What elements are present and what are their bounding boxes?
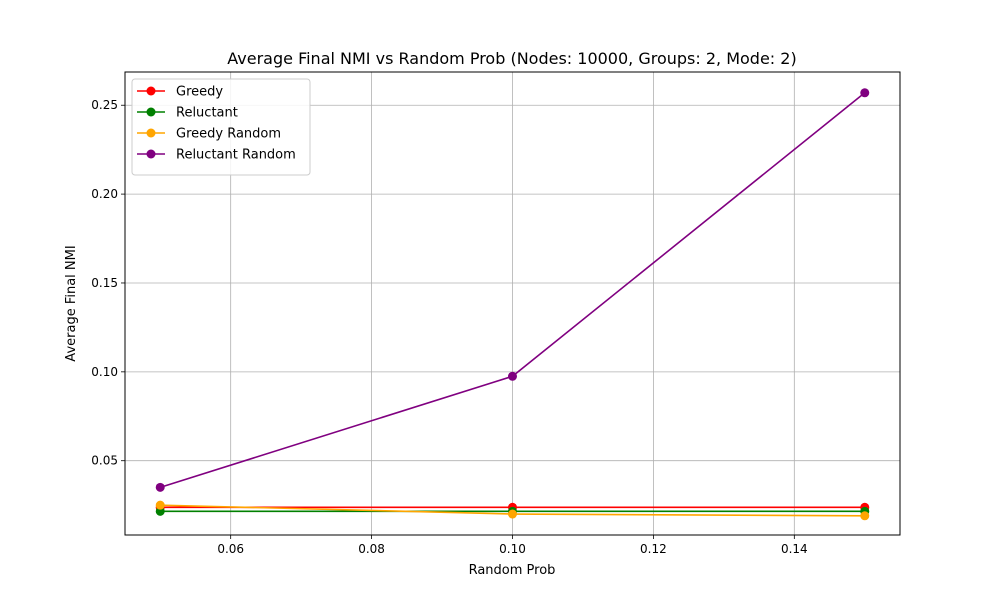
legend-label: Reluctant <box>176 106 238 121</box>
legend-item: Greedy Random <box>137 127 281 142</box>
series-reluctant-random <box>155 88 870 492</box>
legend-item: Reluctant <box>137 106 238 121</box>
legend-swatch-marker <box>146 86 156 96</box>
data-point-reluctant-random <box>860 88 870 98</box>
data-point-reluctant-random <box>155 482 165 492</box>
series-greedy-random <box>155 500 870 521</box>
y-tick-label: 0.20 <box>91 187 118 201</box>
legend-label: Reluctant Random <box>176 148 296 163</box>
data-point-greedy-random <box>155 500 165 510</box>
legend-item: Reluctant Random <box>137 148 296 163</box>
x-tick-label: 0.08 <box>358 542 385 556</box>
x-tick-label: 0.12 <box>640 542 667 556</box>
y-tick-label: 0.25 <box>91 98 118 112</box>
data-point-greedy-random <box>508 509 517 519</box>
legend-swatch-marker <box>146 128 156 138</box>
series-group <box>155 88 870 521</box>
x-axis-label: Random Prob <box>469 563 556 578</box>
data-point-greedy-random <box>860 511 870 521</box>
x-tick-label: 0.10 <box>499 542 526 556</box>
legend: Greedy Reluctant Greedy Random Reluctant Ra… <box>131 78 311 176</box>
y-axis-label: Average Final NMI <box>64 245 79 361</box>
data-point-reluctant <box>155 506 165 516</box>
legend-box <box>131 78 311 176</box>
y-tick-label: 0.15 <box>91 276 118 290</box>
legend-label: Greedy <box>176 85 223 100</box>
y-tick-label: 0.10 <box>91 365 118 379</box>
chart-title: Average Final NMI vs Random Prob (Nodes:… <box>227 49 796 68</box>
legend-item: Greedy <box>137 85 223 100</box>
grid-lines <box>125 72 900 535</box>
y-tick-label: 0.05 <box>91 454 118 468</box>
legend-label: Greedy Random <box>176 127 281 142</box>
x-tick-label: 0.06 <box>217 542 244 556</box>
x-axis-ticks: 0.06 0.08 0.10 0.12 0.14 <box>217 535 808 556</box>
data-point-reluctant-random <box>508 371 517 381</box>
legend-swatch-marker <box>146 149 156 159</box>
y-axis-ticks: 0.05 0.10 0.15 0.20 0.25 <box>91 98 125 468</box>
x-tick-label: 0.14 <box>781 542 808 556</box>
legend-swatch-marker <box>146 107 156 117</box>
